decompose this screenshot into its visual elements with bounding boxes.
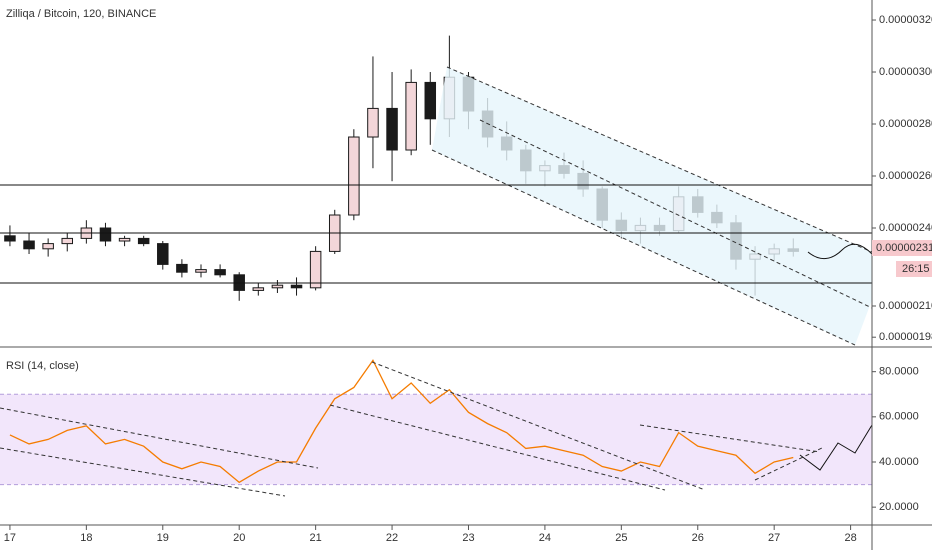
candle-body [367,107,379,138]
rsi-trendline [639,424,821,453]
x-tick-label: 19 [157,532,169,544]
y-tick-label: 40.0000 [879,456,919,468]
y-tick-label: 0.00000210 [879,300,932,312]
y-tick-label: 0.00000280 [879,118,932,130]
rsi-forecast [799,424,873,471]
y-tick-label: 80.0000 [879,366,919,378]
countdown-label: 26:15 [902,263,930,275]
candle-body [290,284,303,289]
y-tick-label: 0.00000198 [879,331,932,343]
y-tick-label: 60.0000 [879,411,919,423]
x-tick-label: 17 [4,532,16,544]
last-price-label: 0.00000231 [876,242,932,254]
rsi-trendline [371,361,706,491]
candle-body [176,263,188,273]
x-tick-label: 23 [462,532,474,544]
candle-body [386,107,398,151]
channel-lower [431,149,856,346]
x-tick-label: 22 [386,532,398,544]
x-tick-label: 20 [233,532,245,544]
candle-body [118,237,131,242]
x-tick-label: 26 [692,532,704,544]
channel-middle [479,119,873,309]
candle-body [4,235,16,242]
rsi-trendline [754,447,823,481]
candle-body [23,240,35,250]
last-price-box [872,240,932,256]
x-tick-label: 21 [310,532,322,544]
y-tick-label: 0.00000260 [879,170,932,182]
candle-body [271,284,284,289]
candle-body [137,237,150,245]
forecast-curve [807,243,873,259]
y-tick-label: 20.0000 [879,501,919,513]
x-tick-label: 27 [768,532,780,544]
rsi-title: RSI (14, close) [6,360,79,372]
y-tick-label: 0.00000320 [879,14,932,26]
candle-body [195,269,207,273]
rsi-trendline [0,447,286,497]
y-tick-label: 0.00000240 [879,222,932,234]
rsi-trendline [0,407,319,469]
candle-body [405,81,417,151]
candle-body [214,269,226,276]
y-tick-label: 0.00000300 [879,66,932,78]
candle-body [424,81,437,120]
candle-body [252,287,265,291]
chart-title: Zilliqa / Bitcoin, 120, BINANCE [6,8,156,20]
channel-fill [432,67,872,345]
rsi-line [9,359,794,484]
x-tick-label: 28 [844,532,856,544]
candle-body [61,237,74,245]
candle-body [99,227,112,242]
channel-upper [446,66,873,253]
rsi-band [0,394,872,485]
rsi-trendline [329,404,666,491]
countdown-box [896,261,932,277]
x-tick-label: 25 [615,532,627,544]
candle-body [309,250,322,289]
x-tick-label: 24 [539,532,551,544]
x-tick-label: 18 [80,532,92,544]
candle-body [42,243,54,250]
candle-body [157,243,169,265]
candle-body [348,136,360,216]
